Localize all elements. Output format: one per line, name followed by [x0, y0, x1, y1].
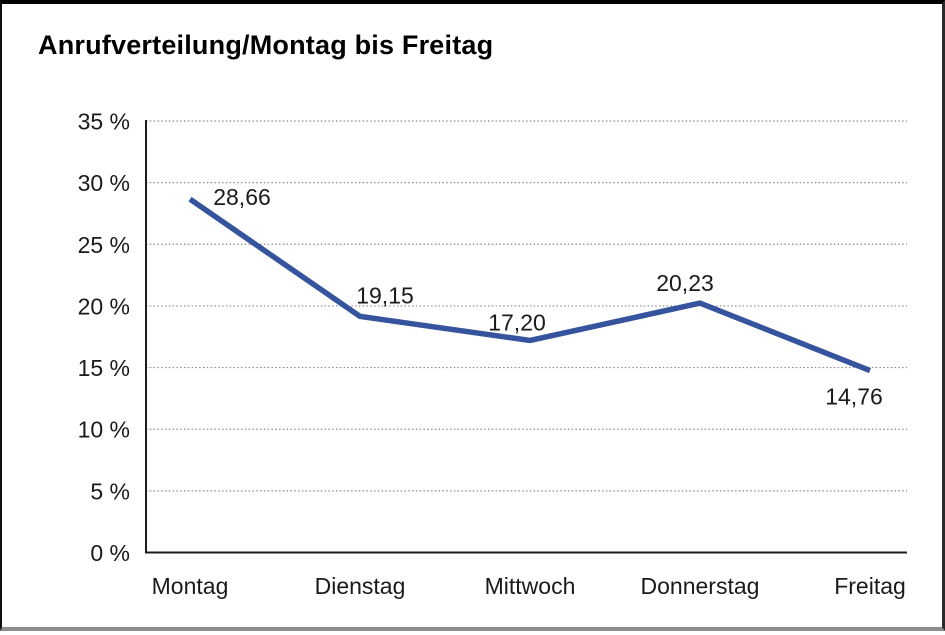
- line-chart: 0 % 5 % 10 % 15 % 20 % 25 % 30 % 35 % Montag Dien…: [78, 109, 907, 599]
- x-axis-label: Freitag: [834, 573, 906, 599]
- y-tick-label: 10 %: [78, 417, 130, 443]
- y-tick-label: 15 %: [78, 355, 130, 381]
- data-point-label: 20,23: [656, 270, 714, 296]
- series-line: [188, 196, 872, 374]
- y-tick-label: 30 %: [78, 170, 130, 196]
- data-point-label: 19,15: [356, 282, 414, 308]
- chart-title: Anrufverteilung/Montag bis Freitag: [38, 30, 494, 60]
- data-point-label: 28,66: [213, 184, 271, 210]
- y-tick-label: 25 %: [78, 232, 130, 258]
- y-tick-label: 0 %: [90, 540, 130, 566]
- data-point-label: 14,76: [825, 384, 883, 410]
- y-tick-label: 5 %: [90, 478, 130, 504]
- x-axis-label: Dienstag: [315, 573, 406, 599]
- y-tick-label: 35 %: [78, 109, 130, 135]
- y-tick-label: 20 %: [78, 293, 130, 319]
- data-point-label: 17,20: [488, 309, 546, 335]
- x-axis-label: Montag: [152, 573, 229, 599]
- x-axis-label: Donnerstag: [641, 573, 760, 599]
- x-axis-label: Mittwoch: [485, 573, 576, 599]
